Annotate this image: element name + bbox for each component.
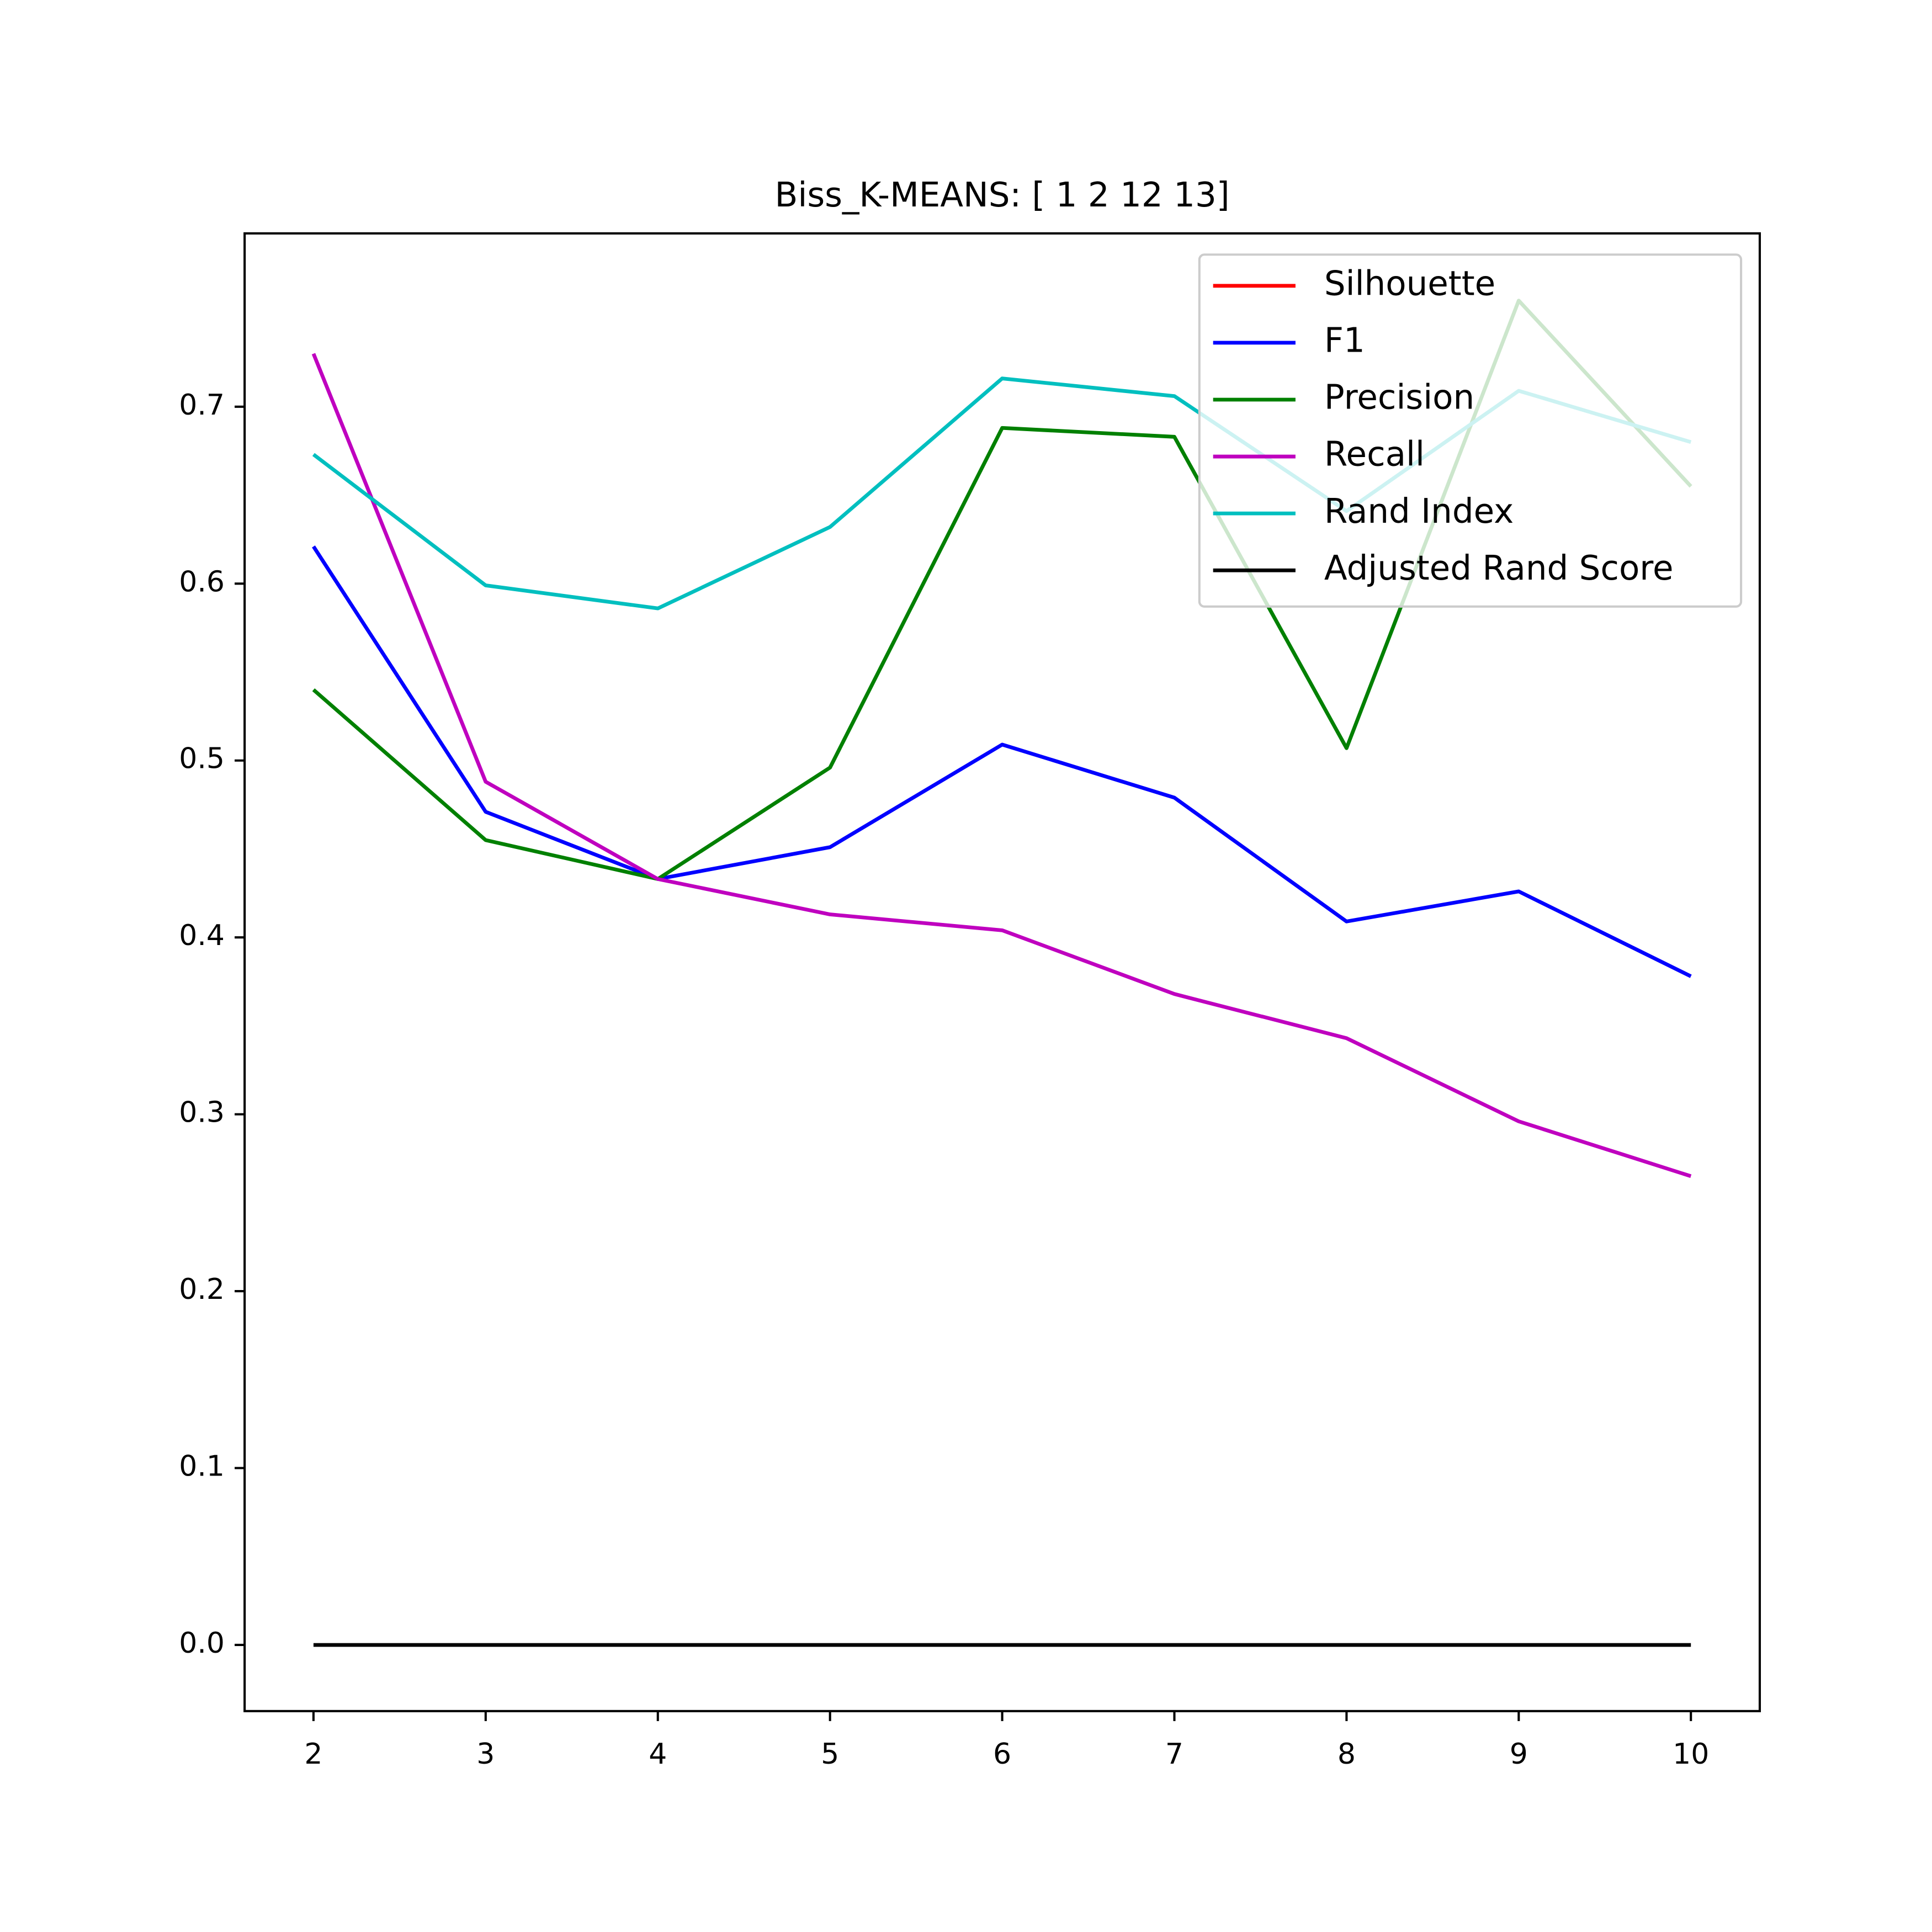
y-tick-label: 0.2 bbox=[179, 1273, 225, 1306]
y-tick-label: 0.4 bbox=[179, 919, 225, 952]
plot-lines bbox=[311, 299, 1692, 1647]
y-tick-label: 0.5 bbox=[179, 742, 225, 776]
legend-label: Recall bbox=[1324, 435, 1425, 474]
y-tick-label: 0.1 bbox=[179, 1450, 225, 1483]
y-tick-label: 0.3 bbox=[179, 1096, 225, 1129]
x-tick-label: 8 bbox=[1337, 1738, 1356, 1771]
x-tick-label: 9 bbox=[1510, 1738, 1528, 1771]
x-tick-label: 10 bbox=[1673, 1738, 1709, 1771]
legend-label: Precision bbox=[1324, 378, 1474, 417]
y-tick-label: 0.0 bbox=[179, 1627, 225, 1660]
legend-label: Rand Index bbox=[1324, 492, 1514, 531]
chart-title: Biss_K-MEANS: [ 1 2 12 13] bbox=[775, 176, 1230, 215]
series-line bbox=[311, 353, 1692, 1179]
legend-label: F1 bbox=[1324, 321, 1365, 360]
x-tick-label: 3 bbox=[476, 1738, 495, 1771]
x-tick-label: 6 bbox=[993, 1738, 1011, 1771]
legend-label: Silhouette bbox=[1324, 264, 1495, 303]
y-tick-label: 0.7 bbox=[179, 389, 225, 422]
x-tick-label: 7 bbox=[1165, 1738, 1183, 1771]
y-tick-label: 0.6 bbox=[179, 565, 225, 598]
series-line bbox=[312, 545, 1692, 978]
x-tick-label: 4 bbox=[649, 1738, 667, 1771]
x-tick-label: 2 bbox=[304, 1738, 322, 1771]
x-tick-label: 5 bbox=[821, 1738, 839, 1771]
legend-label: Adjusted Rand Score bbox=[1324, 549, 1674, 588]
legend-box bbox=[1198, 253, 1743, 608]
